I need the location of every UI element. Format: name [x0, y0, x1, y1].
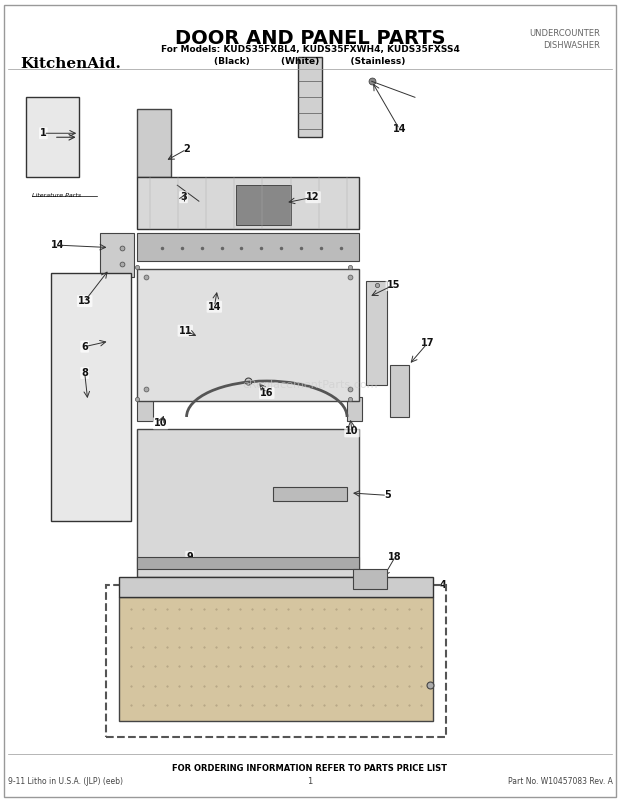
Text: DOOR AND PANEL PARTS: DOOR AND PANEL PARTS: [175, 30, 445, 48]
Text: 18: 18: [388, 552, 402, 562]
Polygon shape: [137, 269, 360, 401]
Text: 11: 11: [179, 326, 192, 336]
Bar: [137, 109, 171, 177]
Bar: [137, 429, 360, 577]
Bar: [137, 397, 153, 421]
Text: (Black)          (White)          (Stainless): (Black) (White) (Stainless): [215, 57, 405, 67]
Text: eReplacementParts.com: eReplacementParts.com: [242, 380, 378, 390]
Bar: [353, 569, 387, 589]
Text: FOR ORDERING INFORMATION REFER TO PARTS PRICE LIST: FOR ORDERING INFORMATION REFER TO PARTS …: [172, 764, 448, 773]
Text: 9-11 Litho in U.S.A. (JLP) (eeb): 9-11 Litho in U.S.A. (JLP) (eeb): [7, 776, 123, 786]
Text: Part No. W10457083 Rev. A: Part No. W10457083 Rev. A: [508, 776, 613, 786]
Bar: [390, 365, 409, 417]
Text: 17: 17: [420, 338, 434, 348]
Text: For Models: KUDS35FXBL4, KUDS35FXWH4, KUDS35FXSS4: For Models: KUDS35FXBL4, KUDS35FXWH4, KU…: [161, 46, 459, 55]
Text: 3: 3: [180, 192, 187, 202]
Text: UNDERCOUNTER
DISHWASHER: UNDERCOUNTER DISHWASHER: [529, 30, 600, 51]
Bar: [26, 97, 79, 177]
Text: 10: 10: [345, 427, 359, 436]
Text: 14: 14: [208, 302, 221, 312]
Bar: [347, 397, 363, 421]
Bar: [100, 233, 134, 277]
Bar: [273, 487, 347, 501]
Text: 2: 2: [183, 144, 190, 154]
Bar: [51, 273, 131, 520]
Bar: [106, 585, 446, 737]
Text: 5: 5: [384, 490, 391, 500]
Text: 16: 16: [260, 388, 273, 398]
Text: 13: 13: [78, 296, 92, 306]
Bar: [137, 557, 360, 569]
Text: 7: 7: [285, 701, 292, 711]
Text: 15: 15: [387, 280, 400, 290]
Text: KitchenAid.: KitchenAid.: [20, 57, 121, 71]
Text: 14: 14: [392, 124, 406, 134]
Bar: [137, 233, 360, 261]
Text: 1: 1: [308, 776, 312, 786]
Bar: [236, 185, 291, 225]
Text: Literature Parts: Literature Parts: [32, 193, 81, 198]
Text: 12: 12: [306, 192, 320, 202]
Text: 10: 10: [154, 419, 167, 428]
Text: 1: 1: [40, 128, 46, 138]
Text: 6: 6: [81, 342, 88, 351]
Bar: [298, 57, 322, 137]
Bar: [118, 597, 433, 721]
Bar: [137, 177, 360, 229]
Bar: [118, 577, 433, 597]
Bar: [366, 282, 387, 385]
Text: 4: 4: [440, 580, 446, 589]
Text: 8: 8: [81, 368, 88, 378]
Text: 14: 14: [51, 240, 65, 250]
Text: 9: 9: [186, 552, 193, 562]
